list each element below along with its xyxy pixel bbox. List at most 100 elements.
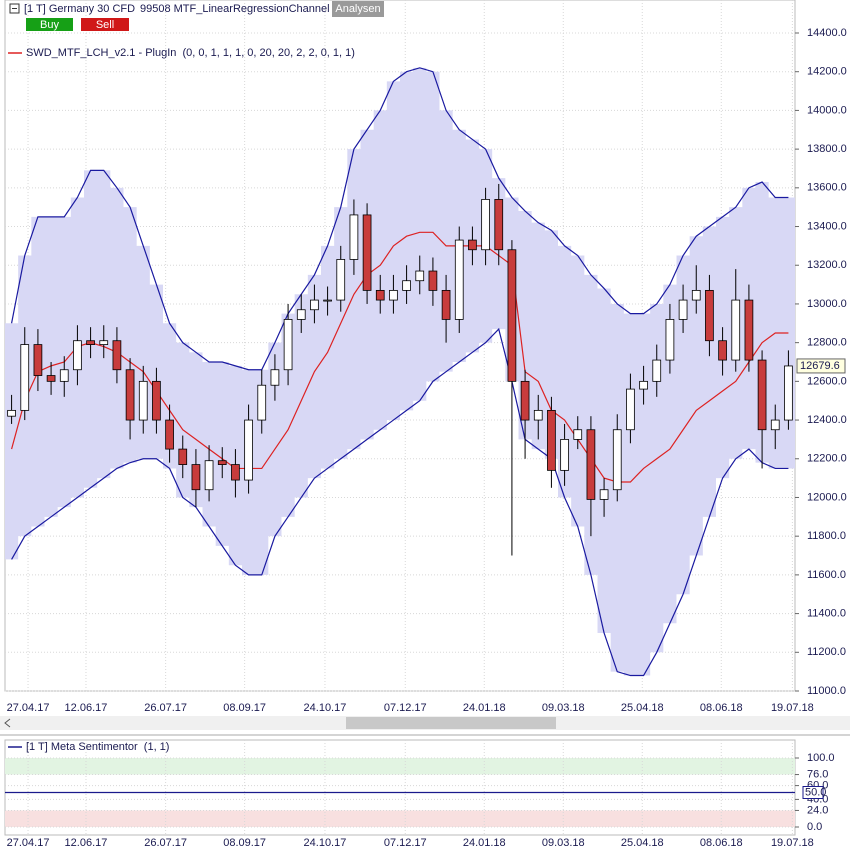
y-tick-label: 24.0 xyxy=(807,804,828,816)
y-tick-label: 0.0 xyxy=(807,821,822,833)
candle-body xyxy=(533,409,543,421)
zone xyxy=(5,810,795,827)
candle-body xyxy=(336,259,346,301)
x-tick-label: 07.12.17 xyxy=(384,702,427,714)
x-tick-label: 24.01.18 xyxy=(463,702,506,714)
candle-body xyxy=(415,270,425,282)
candle-body xyxy=(402,280,411,291)
candle-body xyxy=(270,369,280,386)
x-tick-label: 25.04.18 xyxy=(621,837,664,849)
candle-body xyxy=(362,214,372,291)
sentiment-panel: 27.04.17 12.06.17 26.07.17 08.09.17 24.10.17… xyxy=(4,739,835,849)
x-tick-label: 24.10.17 xyxy=(304,702,347,714)
candle-body xyxy=(560,439,569,471)
candle-body xyxy=(547,409,556,471)
candle-body xyxy=(99,340,109,345)
x-tick-label: 09.03.18 xyxy=(542,837,585,849)
candle-body xyxy=(33,344,43,376)
candle-body xyxy=(257,384,267,421)
candle-body xyxy=(231,464,240,481)
candle-body xyxy=(678,299,688,320)
analysen-label: Analysen xyxy=(335,3,380,15)
y-tick-label: 13000.0 xyxy=(807,298,847,310)
scroll-left[interactable] xyxy=(4,718,11,728)
value-label: 50.0 xyxy=(805,786,826,798)
x-tick-label: 19.07.18 xyxy=(771,702,814,714)
y-tick-label: 11800.0 xyxy=(807,530,846,542)
candle-body xyxy=(731,299,741,361)
y-tick-label: 13400.0 xyxy=(807,220,847,232)
buy-label: Buy xyxy=(40,19,59,31)
x-tick-label: 25.04.18 xyxy=(621,702,664,714)
channel-lower xyxy=(11,327,789,677)
candle-body xyxy=(599,489,609,500)
y-tick-label: 12800.0 xyxy=(807,337,847,349)
y-tick-label: 11400.0 xyxy=(807,607,846,619)
sell-button[interactable] xyxy=(81,18,129,31)
candle-body xyxy=(20,344,30,411)
candle-body xyxy=(744,299,754,361)
candle-body xyxy=(494,199,504,251)
candle-body xyxy=(757,359,767,431)
x-tick-label: 08.06.18 xyxy=(700,702,743,714)
y-tick-label: 100.0 xyxy=(807,752,835,764)
candle-body xyxy=(639,380,648,390)
candle-body xyxy=(112,340,122,371)
channel-area xyxy=(5,67,795,676)
legend-label: [1 T] Meta Sentimentor (1, 1) xyxy=(26,741,169,753)
candle-body xyxy=(626,388,635,431)
y-tick-label: 13200.0 xyxy=(807,259,847,271)
y-tick-label: 12000.0 xyxy=(807,491,847,503)
candle-body xyxy=(454,239,464,320)
candle-body xyxy=(7,409,16,417)
candle-body xyxy=(389,289,398,301)
y-tick-label: 12600.0 xyxy=(807,375,847,387)
candle-body xyxy=(468,239,477,251)
candle-body xyxy=(59,369,69,382)
y-tick-label: 11600.0 xyxy=(807,569,846,581)
scroll-thumb[interactable] xyxy=(346,717,556,729)
x-tick-label: 24.01.18 xyxy=(463,837,506,849)
x-tick-label: 24.10.17 xyxy=(304,837,347,849)
candle-body xyxy=(507,249,517,382)
y-tick-label: 11000.0 xyxy=(807,685,846,697)
x-tick-label: 27.04.17 xyxy=(7,837,50,849)
candle-body xyxy=(165,419,174,450)
x-tick-label: 19.07.18 xyxy=(771,837,814,849)
candle-body xyxy=(349,214,359,260)
candle-body xyxy=(481,199,490,251)
x-tick-label: 12.06.17 xyxy=(65,837,108,849)
study: 99508 MTF_LinearRegressionChannel xyxy=(140,3,330,15)
candle-body xyxy=(441,289,451,320)
candle-body xyxy=(691,289,701,301)
candle-body xyxy=(125,369,135,421)
candle-body xyxy=(718,340,727,361)
candle-body xyxy=(204,460,214,491)
x-tick-label: 26.07.17 xyxy=(144,702,187,714)
candle-body xyxy=(86,340,95,345)
legend-label: SWD_MTF_LCH_v2.1 - PlugIn (0, 0, 1, 1, 1… xyxy=(26,47,355,59)
candle-body xyxy=(375,289,385,301)
buy-button[interactable] xyxy=(26,18,73,31)
x-tick-label: 27.04.17 xyxy=(7,702,50,714)
analysen-button[interactable] xyxy=(332,1,384,17)
candle-body xyxy=(191,464,201,491)
candle-body xyxy=(652,359,662,382)
y-tick-label: 13800.0 xyxy=(807,143,847,155)
channel-upper xyxy=(10,67,789,371)
last-price-label: 12679.6 xyxy=(800,360,840,372)
value-label-box xyxy=(802,786,824,799)
candle-body xyxy=(784,365,793,421)
candle-body xyxy=(612,429,622,491)
channel-middle xyxy=(11,231,789,483)
x-tick-label: 08.09.17 xyxy=(223,702,266,714)
y-tick-label: 13600.0 xyxy=(807,182,847,194)
candle-body xyxy=(244,419,253,481)
y-tick-label: 14400.0 xyxy=(807,27,847,39)
candle-body xyxy=(705,289,714,342)
candle-body xyxy=(138,380,148,421)
y-tick-label: 12400.0 xyxy=(807,414,847,426)
candle-body xyxy=(46,375,56,382)
last-price-box xyxy=(796,358,846,374)
